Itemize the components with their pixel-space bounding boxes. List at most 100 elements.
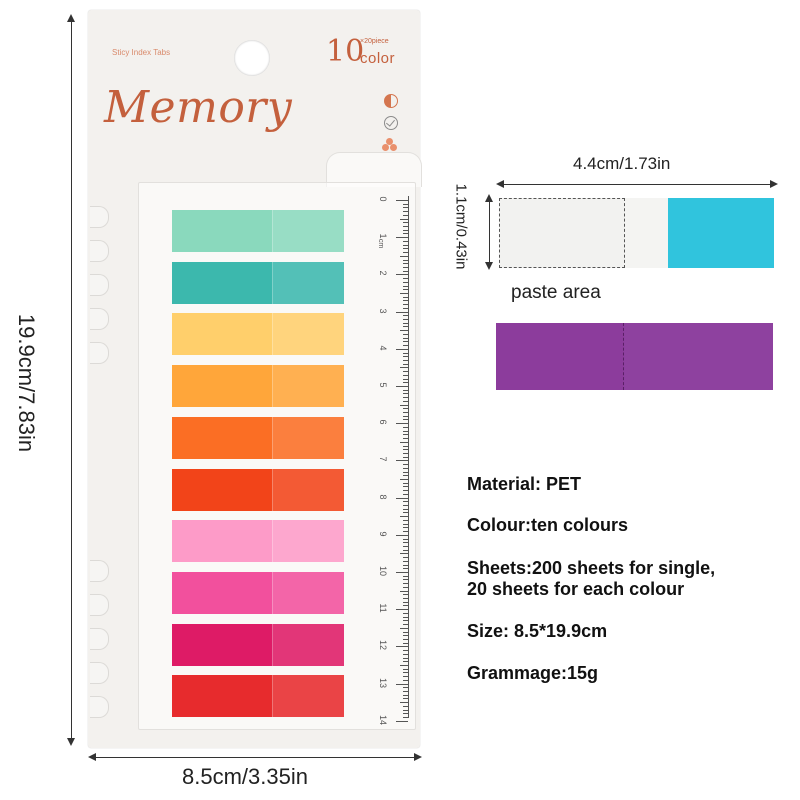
index-tab — [172, 416, 344, 459]
ruler-tick — [396, 646, 408, 648]
ruler-tick — [403, 207, 408, 209]
ruler-tick — [403, 586, 408, 588]
ruler-tick — [403, 717, 408, 719]
ruler-tick — [403, 545, 408, 547]
ruler-tick — [403, 594, 408, 596]
ruler-tick — [396, 423, 408, 425]
ruler-tick — [403, 289, 408, 291]
ruler-tick — [400, 293, 408, 294]
card-notch — [90, 206, 109, 228]
ruler-tick — [403, 493, 408, 495]
card-notch — [90, 696, 109, 718]
ruler-number: 7 — [378, 456, 388, 462]
tab-height-label: 1.1cm/0.43in — [452, 183, 470, 270]
card-notch — [90, 662, 109, 684]
tab-length-line — [502, 184, 772, 185]
ruler-tick — [403, 616, 408, 618]
arrow-right-icon — [770, 180, 778, 188]
ruler-tick — [403, 445, 408, 447]
ruler-tick — [403, 240, 408, 242]
ruler-tick — [403, 352, 408, 354]
check-icon — [384, 116, 398, 130]
ruler-tick — [403, 319, 408, 321]
spec-grammage: Grammage:15g — [467, 663, 599, 683]
tab-length-label: 4.4cm/1.73in — [573, 154, 671, 173]
ruler-tick — [403, 698, 408, 700]
ruler-tick — [403, 612, 408, 614]
ruler-tick — [396, 497, 408, 499]
ruler-tick — [403, 549, 408, 551]
ruler-tick — [403, 222, 408, 224]
ruler-tick — [403, 419, 408, 421]
ruler-tick — [403, 575, 408, 577]
ruler-tick — [403, 512, 408, 514]
ruler-tick — [403, 679, 408, 681]
ruler-tick — [403, 486, 408, 488]
ruler-tick — [396, 200, 408, 201]
ruler-tick — [403, 300, 408, 302]
card-color-count: 10 — [326, 34, 365, 69]
ruler-line — [408, 196, 409, 718]
ruler-tick — [403, 705, 408, 707]
ruler-tick — [396, 348, 408, 350]
ruler-tick — [400, 218, 408, 220]
ruler-tick — [403, 490, 408, 492]
ruler-tick — [403, 248, 408, 250]
paste-area-box — [499, 198, 625, 268]
spec-material: Material: PET — [467, 474, 582, 494]
ruler-number: 10 — [378, 565, 388, 576]
ruler-number: 8 — [378, 494, 388, 500]
ruler-tick — [403, 564, 408, 566]
ruler-tick — [403, 620, 408, 622]
ruler-tick — [396, 534, 408, 536]
arrow-up-icon — [485, 194, 493, 202]
ruler-tick — [400, 553, 408, 555]
arrow-down-icon — [67, 738, 75, 746]
index-tab — [172, 675, 344, 718]
arrow-left-icon — [496, 180, 504, 188]
card-notch — [90, 274, 109, 296]
ruler-tick — [403, 341, 408, 343]
ruler-tick — [403, 397, 408, 399]
ruler-tick — [403, 624, 408, 626]
ruler-tick — [403, 229, 408, 231]
width-dimension-line — [94, 757, 416, 758]
ruler-tick — [403, 668, 408, 670]
index-tab — [172, 623, 344, 666]
ruler-tick — [403, 259, 408, 261]
ruler-tick — [403, 464, 408, 466]
ruler-tick — [403, 672, 408, 674]
ruler-tick — [403, 359, 408, 361]
ruler-tick — [403, 315, 408, 317]
ruler-tick — [403, 449, 408, 451]
ruler-tick — [396, 237, 408, 239]
ruler-tick — [403, 542, 408, 544]
ruler-tick — [403, 501, 408, 503]
index-tab — [172, 365, 344, 408]
ruler-tick — [403, 475, 408, 477]
ruler-number: 9 — [378, 531, 388, 537]
ruler-tick — [400, 665, 408, 666]
ruler-tick — [403, 661, 408, 663]
ruler-tick — [400, 441, 408, 443]
ruler-tick — [403, 694, 408, 696]
ruler-tick — [403, 356, 408, 358]
ruler-tick — [403, 211, 408, 213]
card-notch — [90, 240, 109, 262]
ruler-tick — [403, 631, 408, 633]
ruler-tick — [403, 650, 408, 652]
cyan-tab-section — [668, 198, 774, 268]
card-subtitle: Sticy Index Tabs — [112, 48, 171, 57]
spec-sheets-line2: 20 sheets for each colour — [467, 579, 685, 599]
height-dimension-line — [71, 20, 72, 742]
ruler-tick — [403, 263, 408, 265]
arrow-right-icon — [414, 753, 422, 761]
ruler-tick — [403, 471, 408, 473]
ruler-tick — [403, 434, 408, 436]
purple-tab-right — [624, 323, 773, 390]
card-color-word: color — [360, 50, 396, 67]
ruler-tick — [400, 255, 408, 257]
ruler-tick — [403, 557, 408, 559]
ruler-tick — [396, 609, 408, 611]
ruler-tick — [403, 519, 408, 521]
